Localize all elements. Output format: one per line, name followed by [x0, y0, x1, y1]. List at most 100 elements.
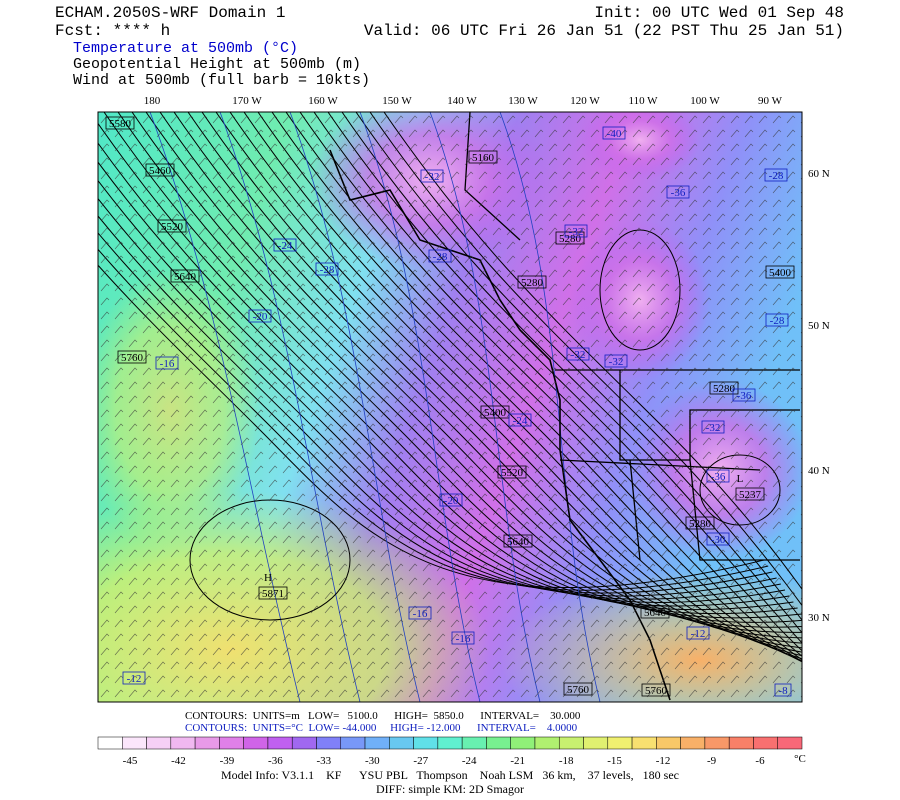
- temperature-label-box: [122, 671, 146, 685]
- temperature-label: -24: [278, 240, 293, 252]
- temperature-label-box: [508, 413, 532, 427]
- init-time: Init: 00 UTC Wed 01 Sep 48: [594, 4, 844, 22]
- field-name: Geopotential Height at 500mb (m): [73, 56, 361, 73]
- model-name: ECHAM.2050S-WRF Domain 1: [55, 4, 285, 22]
- valid-time: Valid: 06 UTC Fri 26 Jan 51 (22 PST Thu …: [364, 22, 844, 40]
- temperature-label-box: [566, 347, 590, 361]
- height-label: 5520: [501, 467, 524, 479]
- temperature-label: -32: [571, 349, 586, 361]
- temperature-label-box: [420, 169, 444, 183]
- longitude-label: 100 W: [690, 95, 720, 107]
- longitude-label: 150 W: [382, 95, 412, 107]
- height-label-box: [517, 275, 547, 289]
- height-label-box: [497, 465, 527, 479]
- height-label: 5400: [769, 267, 792, 279]
- colorbar-swatch: [219, 736, 244, 750]
- height-label: 5640: [507, 536, 530, 548]
- field-name: Temperature at 500mb (°C): [73, 40, 298, 57]
- temperature-label: -28: [770, 315, 785, 327]
- latitude-label: 40 N: [808, 465, 830, 477]
- colorbar-tick-label: -45: [123, 755, 138, 767]
- colorbar-swatch: [364, 736, 390, 750]
- temperature-label: -32: [425, 171, 440, 183]
- colorbar-swatch: [656, 736, 681, 750]
- height-label-box: [640, 605, 670, 619]
- temperature-label-box: [774, 683, 792, 697]
- latitude-label: 60 N: [808, 168, 830, 180]
- temperature-label-box: [273, 238, 297, 252]
- temperature-label: -16: [413, 608, 428, 620]
- colorbar-swatch: [583, 736, 609, 750]
- temperature-label-box: [706, 532, 730, 546]
- height-label: 5640: [644, 607, 667, 619]
- temperature-label-box: [439, 493, 463, 507]
- colorbar-swatch: [558, 736, 584, 750]
- temperature-label: -32: [609, 356, 624, 368]
- temperature-label-box: [155, 356, 179, 370]
- longitude-label: 170 W: [232, 95, 262, 107]
- height-label-box: [157, 219, 187, 233]
- colorbar-swatch: [704, 736, 730, 750]
- temperature-label-box: [315, 262, 339, 276]
- map-frame: [97, 111, 803, 703]
- temperature-label: -16: [456, 633, 471, 645]
- colorbar-tick-label: -21: [510, 755, 525, 767]
- model-info: Model Info: V3.1.1 KF YSU PBL Thompson N…: [221, 768, 679, 782]
- height-label-box: [709, 381, 739, 395]
- colorbar-swatch: [680, 736, 706, 750]
- temperature-label-box: [765, 313, 789, 327]
- colorbar-swatch: [534, 736, 560, 750]
- colorbar-swatch: [122, 736, 147, 750]
- colorbar-tick-label: -27: [413, 755, 428, 767]
- temperature-label-box: [701, 420, 725, 434]
- colorbar-tick-label: -24: [462, 755, 477, 767]
- colorbar-swatch: [437, 736, 463, 750]
- colorbar-swatch: [486, 736, 511, 750]
- height-label: 5400: [484, 407, 507, 419]
- colorbar-tick-label: -15: [607, 755, 622, 767]
- height-label: 5237: [739, 489, 762, 501]
- temperature-label: -28: [769, 170, 784, 182]
- height-label: 5760: [567, 684, 590, 696]
- pressure-center: L: [737, 473, 744, 485]
- colorbar-swatch: [753, 736, 778, 750]
- longitude-label: 90 W: [758, 95, 783, 107]
- colorbar-swatch: [413, 736, 439, 750]
- colorbar-tick-label: -12: [656, 755, 671, 767]
- temperature-label-box: [686, 626, 710, 640]
- temperature-label: -32: [706, 422, 721, 434]
- temperature-label-box: [408, 606, 432, 620]
- temperature-label: -20: [444, 495, 459, 507]
- temperature-label: -28: [320, 264, 335, 276]
- temperature-label-box: [602, 126, 626, 140]
- height-label-box: [145, 163, 175, 177]
- temperature-label: -8: [778, 685, 788, 697]
- colorbar-swatch: [170, 736, 196, 750]
- longitude-label: 140 W: [447, 95, 477, 107]
- height-label-box: [685, 516, 715, 530]
- temperature-label-box: [248, 309, 272, 323]
- height-label-box: [480, 405, 510, 419]
- temperature-label: -24: [513, 415, 528, 427]
- height-label-box: [258, 586, 288, 600]
- temperature-label: -30: [711, 534, 726, 546]
- latitude-label: 30 N: [808, 612, 830, 624]
- colorbar-tick-label: -9: [707, 755, 717, 767]
- temperature-label: -28: [433, 251, 448, 263]
- colorbar-swatch: [510, 736, 536, 750]
- colorbar-tick-label: -33: [317, 755, 332, 767]
- temperature-label: -36: [711, 471, 726, 483]
- height-label: 5760: [645, 685, 668, 697]
- temperature-label-box: [604, 354, 628, 368]
- height-label: 5580: [109, 118, 132, 130]
- height-label-box: [105, 116, 135, 130]
- colorbar-swatch: [267, 736, 293, 750]
- colorbar-swatch: [291, 736, 317, 750]
- diffusion-info: DIFF: simple KM: 2D Smagor: [376, 782, 524, 796]
- colorbar-tick-label: -42: [171, 755, 186, 767]
- pressure-center: H: [264, 572, 272, 584]
- colorbar-swatch: [146, 736, 172, 750]
- temperature-label: -12: [127, 673, 142, 685]
- longitude-label: 110 W: [628, 95, 658, 107]
